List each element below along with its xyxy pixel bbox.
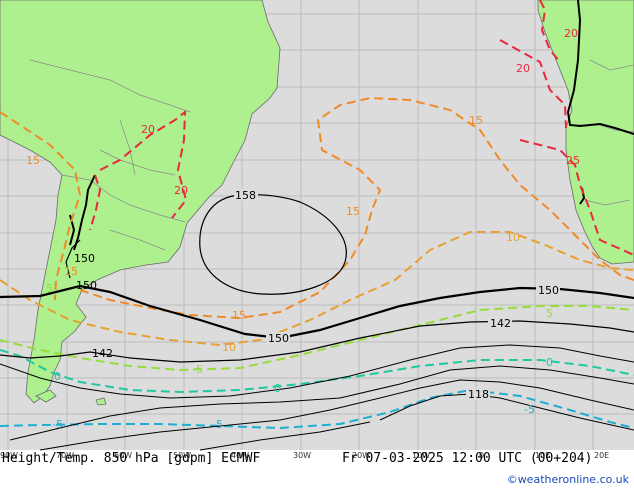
isotherm-20-africa-coast — [539, 0, 561, 63]
isotherm-10 — [0, 231, 634, 347]
temp-label-15-d: 15 — [469, 114, 483, 127]
tick-60w: 60W — [114, 451, 132, 460]
isotherm-15-south-america — [0, 111, 82, 301]
height-label-150-sa: 150 — [74, 252, 95, 265]
isotherm-minus5 — [0, 388, 634, 430]
temp-label-20-b: 20 — [174, 184, 188, 197]
temp-label-10-b: 10 — [222, 341, 236, 354]
height-142 — [0, 320, 634, 363]
temp-label-20-d: 20 — [564, 27, 578, 40]
temp-label-15-a: 15 — [26, 154, 40, 167]
tick-0: 0 — [479, 451, 484, 460]
temp-label-0-c: 0 — [546, 356, 553, 369]
isotherm-15-ocean — [79, 96, 634, 320]
height-label-150-west: 150 — [76, 279, 97, 292]
temp-label-minus5-c: -5 — [524, 403, 535, 416]
temp-label-25: 25 — [566, 154, 580, 167]
temp-label-10-a: 10 — [506, 231, 520, 244]
height-line-lower-2 — [9, 365, 634, 441]
tick-90w: 90W — [0, 451, 18, 460]
isotherm-5 — [0, 305, 634, 372]
height-label-118: 118 — [468, 388, 489, 401]
height-150-south-america — [65, 239, 81, 279]
tick-70w: 70W — [56, 451, 74, 460]
height-150-main — [0, 284, 634, 340]
tick-50w: 50W — [173, 451, 191, 460]
isotherm-20-africa — [499, 39, 567, 129]
tierra-del-fuego — [35, 389, 57, 403]
temp-label-15-b: 15 — [64, 265, 78, 278]
temp-label-minus5-a: -5 — [52, 418, 63, 431]
isotherm-0 — [0, 349, 634, 394]
height-line-lower-1 — [0, 344, 634, 399]
height-label-142-west: 142 — [92, 347, 113, 360]
temp-label-15-c: 15 — [346, 205, 360, 218]
footer-area — [0, 450, 634, 490]
height-labels: 158 150 150 150 150 142 142 118 — [74, 189, 560, 401]
temp-label-5-b: 5 — [546, 307, 553, 320]
africa — [537, 0, 634, 265]
tick-20w: 20W — [352, 451, 370, 460]
height-label-158: 158 — [235, 189, 256, 202]
tick-10e: 10E — [535, 451, 550, 460]
map-title: Height/Temp. 850 hPa [gdpm] ECMWF — [2, 451, 261, 466]
falkland-islands — [95, 397, 107, 406]
south-america — [0, 0, 281, 404]
valid-time: Fr 07-03-2025 12:00 UTC (00+204) — [342, 451, 593, 466]
temperature-contours — [0, 0, 634, 430]
tick-30w: 30W — [293, 451, 311, 460]
longitude-ticks: 90W 70W 60W 50W 40W 30W 20W 10W 0 10E 20… — [0, 451, 609, 460]
temp-label-20-c: 20 — [516, 62, 530, 75]
isotherm-20-south-america — [99, 109, 188, 219]
height-line-bottom — [199, 421, 371, 451]
temperature-labels: 20 20 15 15 15 15 20 20 25 10 15 10 5 5 … — [26, 27, 580, 431]
height-line-lower-3 — [39, 379, 634, 451]
isotherm-25-africa — [519, 139, 634, 256]
height-label-150-east: 150 — [538, 284, 559, 297]
land — [0, 0, 634, 406]
tick-10w: 10W — [412, 451, 430, 460]
temp-label-20-a: 20 — [141, 123, 155, 136]
temp-label-5-a: 5 — [196, 363, 203, 376]
temp-label-0-a: 0 — [54, 370, 61, 383]
credit-link[interactable]: ©weatheronline.co.uk — [506, 473, 629, 486]
temp-label-5-c: 5 — [46, 282, 53, 295]
temp-label-0-b: 0 — [274, 382, 281, 395]
tick-40w: 40W — [231, 451, 249, 460]
height-contours — [0, 194, 634, 451]
temp-label-minus5-b: -5 — [212, 418, 223, 431]
height-label-150-mid: 150 — [268, 332, 289, 345]
temp-label-15-e: 15 — [232, 309, 246, 322]
height-label-142-east: 142 — [490, 317, 511, 330]
height-158-closed — [199, 194, 347, 295]
tick-20e: 20E — [594, 451, 609, 460]
isotherm-20-south-america-2 — [89, 174, 102, 231]
